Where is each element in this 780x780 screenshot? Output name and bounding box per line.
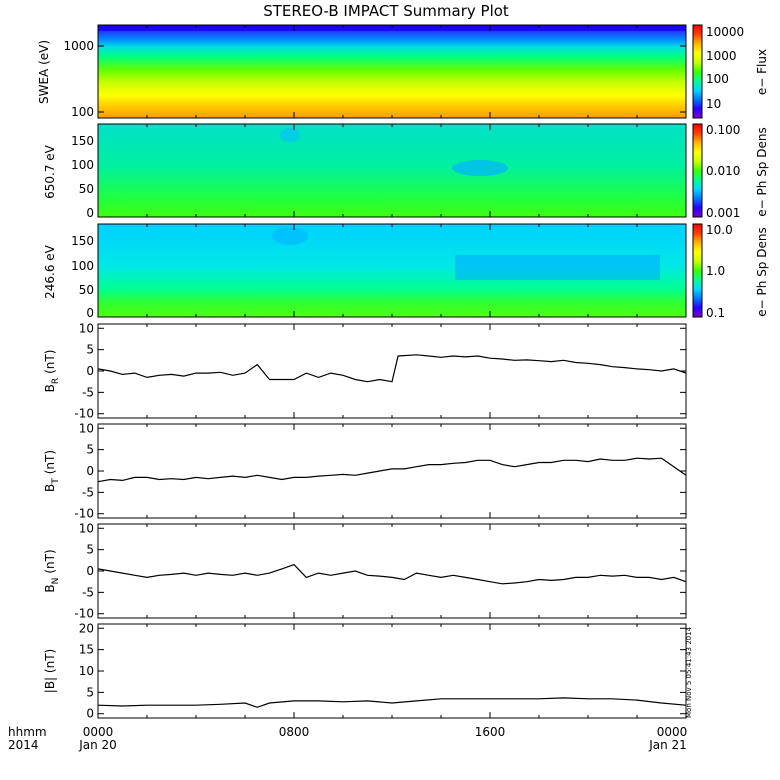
bt-ylabel-sub: T — [51, 478, 61, 485]
bt-ytick-label-1: -5 — [82, 485, 94, 499]
p246-cb-tick-10.0: 10.0 — [706, 223, 733, 237]
bt-ytick-label-0: -10 — [74, 507, 94, 521]
p650-ytick-100: 100 — [71, 158, 94, 172]
p246-ytick-100: 100 — [71, 259, 94, 273]
bn-ytick-label-0: -10 — [74, 607, 94, 621]
br-ytick-label-0: -10 — [74, 407, 94, 421]
p246-feature-2 — [272, 227, 308, 245]
bmag-ytick-label-1: 5 — [86, 685, 94, 699]
bn-ylabel-main: B — [43, 584, 57, 592]
swea-ytick-1000: 1000 — [63, 39, 94, 53]
bn-series-line — [97, 563, 687, 585]
bn-ytick-label-3: 5 — [86, 543, 94, 557]
swea-colorbar — [692, 24, 703, 119]
bt-ylabel: BT (nT) — [43, 450, 61, 492]
panel-650: 150 100 50 0 650.7 eV 0.100 0.010 0.001 … — [43, 123, 769, 220]
swea-ylabel: SWEA (eV) — [37, 40, 51, 104]
bmag-ytick-label-2: 10 — [79, 664, 94, 678]
p246-ytick-0: 0 — [86, 306, 94, 320]
bn-ylabel-unit: (nT) — [43, 549, 57, 573]
br-ylabel-sub: R — [51, 378, 61, 384]
swea-cb-tick-1000: 1000 — [706, 49, 737, 63]
panel-bmag: |B| (nT) 0 5 10 15 20 Mon Nov 5 05:41:43 201… — [43, 621, 693, 720]
p650-cb-tick-0.001: 0.001 — [706, 206, 740, 220]
bt-ylabel-unit: (nT) — [43, 450, 57, 474]
p650-colorbar — [692, 123, 703, 218]
bmag-ytick-label-4: 20 — [79, 621, 94, 635]
p650-feature-2 — [280, 128, 300, 142]
br-ytick-label-1: -5 — [82, 385, 94, 399]
bn-ytick-label-2: 0 — [86, 564, 94, 578]
x-axis: hhmm 2014 0000 0800 1600 0000 Jan 20 Jan… — [8, 725, 687, 752]
panel-swea: 1000 100 SWEA (eV) 10000 1000 100 10 e− … — [37, 24, 769, 119]
br-ylabel-unit: (nT) — [43, 350, 57, 374]
p246-cb-tick-1.0: 1.0 — [706, 264, 725, 278]
bt-ylabel-main: B — [43, 484, 57, 492]
p246-ytick-50: 50 — [79, 283, 94, 297]
panel-bt: BT (nT) -10 -5 0 5 10 — [43, 421, 687, 521]
bt-frame — [97, 423, 687, 519]
p650-cb-tick-0.100: 0.100 — [706, 123, 740, 137]
br-ytick-label-2: 0 — [86, 364, 94, 378]
bn-ytick-label-4: 10 — [79, 521, 94, 535]
bn-ticks: -10 -5 0 5 10 — [74, 521, 686, 621]
br-ytick-label-4: 10 — [79, 321, 94, 335]
p650-feature — [452, 160, 508, 176]
panel-br: BR (nT) -10 -5 0 5 10 — [43, 321, 687, 421]
bmag-frame — [97, 623, 687, 719]
p246-ylabel: 246.6 eV — [43, 244, 57, 299]
p650-ytick-150: 150 — [71, 134, 94, 148]
p650-ylabel: 650.7 eV — [43, 144, 57, 199]
br-series-line — [97, 354, 687, 383]
x-tick-0000: 0000 — [83, 725, 114, 739]
p650-cb-tick-0.010: 0.010 — [706, 164, 740, 178]
swea-cb-tick-10000: 10000 — [706, 25, 744, 39]
p246-cb-tick-0.1: 0.1 — [706, 306, 725, 320]
figure-title: STEREO-B IMPACT Summary Plot — [263, 2, 509, 20]
p650-ytick-50: 50 — [79, 182, 94, 196]
panel-246: 150 100 50 0 246.6 eV 10.0 1.0 0.1 e− Ph… — [43, 223, 769, 320]
bt-series-line — [97, 457, 687, 483]
p246-ytick-150: 150 — [71, 234, 94, 248]
bt-ytick-label-4: 10 — [79, 421, 94, 435]
bn-frame — [97, 523, 687, 619]
bn-ylabel-sub: N — [51, 578, 61, 585]
bt-ytick-label-3: 5 — [86, 443, 94, 457]
x-date-end: Jan 21 — [648, 738, 687, 752]
br-ytick-label-3: 5 — [86, 343, 94, 357]
swea-cb-label: e− Flux — [755, 49, 769, 95]
bmag-series-line — [97, 697, 687, 708]
swea-cb-tick-10: 10 — [706, 97, 721, 111]
bmag-ytick-label-3: 15 — [79, 643, 94, 657]
x-row2-label: 2014 — [8, 738, 39, 752]
p650-cb-label: e− Ph Sp Dens — [755, 127, 769, 216]
swea-spectrogram — [98, 25, 686, 118]
bn-ylabel: BN (nT) — [43, 549, 61, 592]
p650-spectrogram — [98, 124, 686, 217]
x-date-start: Jan 20 — [78, 738, 117, 752]
timestamp: Mon Nov 5 05:41:43 2014 — [685, 626, 693, 718]
p246-feature — [455, 255, 660, 280]
x-tick-0000-end: 0000 — [657, 725, 688, 739]
p246-colorbar — [692, 223, 703, 318]
x-tick-1600: 1600 — [475, 725, 506, 739]
bt-ticks: -10 -5 0 5 10 — [74, 421, 686, 521]
p650-ytick-0: 0 — [86, 206, 94, 220]
br-ylabel: BR (nT) — [43, 350, 61, 393]
br-ticks: -10 -5 0 5 10 — [74, 321, 686, 421]
bt-ytick-label-2: 0 — [86, 464, 94, 478]
p246-cb-label: e− Ph Sp Dens — [755, 227, 769, 316]
x-tick-0800: 0800 — [279, 725, 310, 739]
swea-cb-tick-100: 100 — [706, 72, 729, 86]
bmag-ticks: 0 5 10 15 20 — [79, 621, 686, 721]
bn-ytick-label-1: -5 — [82, 585, 94, 599]
br-frame — [97, 323, 687, 419]
br-ylabel-main: B — [43, 384, 57, 392]
panel-bn: BN (nT) -10 -5 0 5 10 — [43, 521, 687, 621]
x-row1-label: hhmm — [8, 725, 47, 739]
bmag-ylabel: |B| (nT) — [43, 649, 57, 693]
bmag-ytick-label-0: 0 — [86, 707, 94, 721]
swea-ytick-100: 100 — [71, 105, 94, 119]
